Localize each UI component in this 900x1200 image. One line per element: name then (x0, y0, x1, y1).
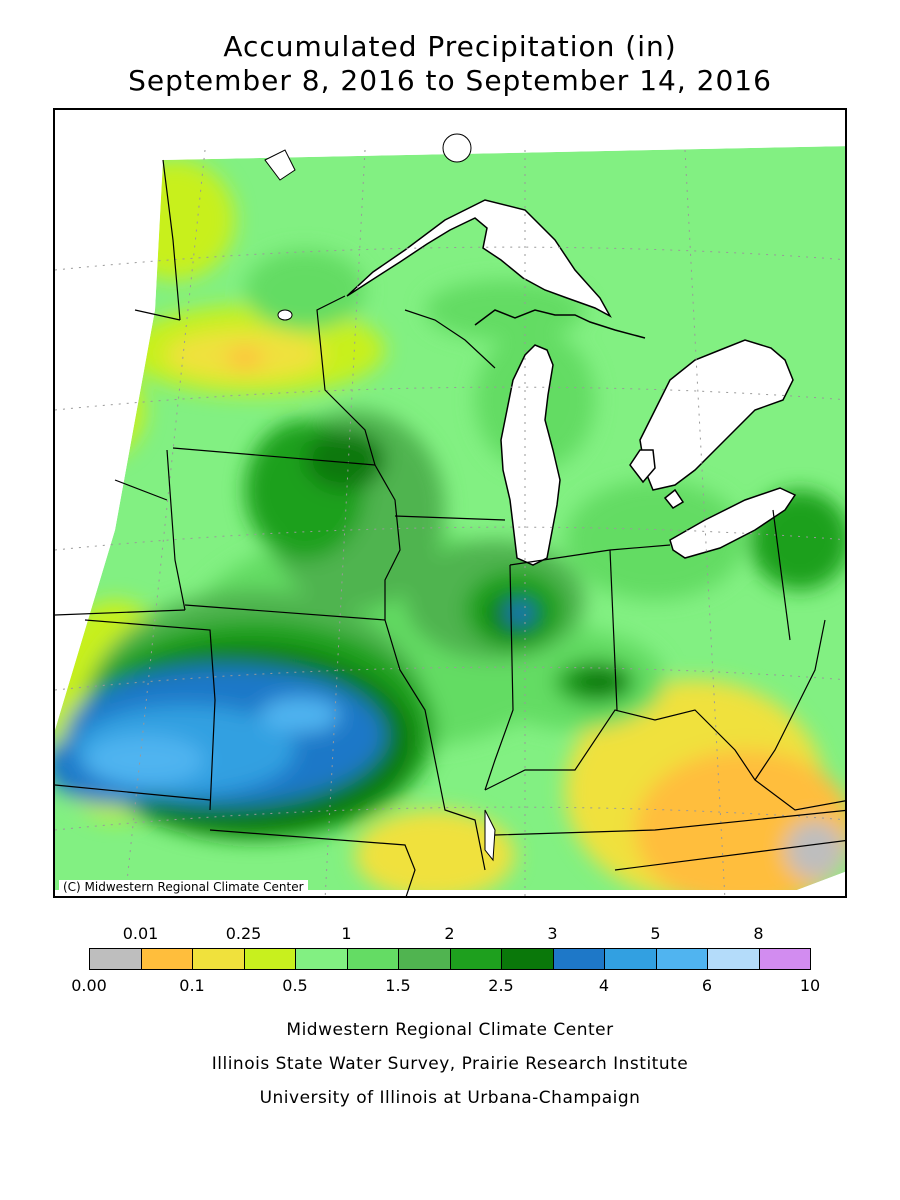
ky-tn-border (494, 809, 845, 836)
legend-swatch (449, 948, 502, 970)
lake-superior (346, 199, 612, 318)
legend-swatch (655, 948, 708, 970)
legend-lower-label: 2.5 (488, 976, 514, 995)
legend-upper-label: 0.01 (122, 924, 159, 943)
mi-oh-border (609, 544, 671, 551)
lake-michigan (500, 344, 561, 566)
legend-swatch (89, 948, 142, 970)
legend-lower-label: 4 (598, 976, 610, 995)
map-title: Accumulated Precipitation (in) (223, 30, 677, 63)
mn-western-border (162, 159, 181, 321)
michigan-upper-peninsula-shore (474, 309, 646, 339)
legend-swatch (140, 948, 193, 970)
legend-swatch (295, 948, 348, 970)
sd-ne-border (114, 479, 168, 501)
legend-swatch (346, 948, 399, 970)
lake-erie (669, 487, 797, 559)
legend-swatch (192, 948, 245, 970)
legend-swatch (758, 948, 811, 970)
footer-survey: Illinois State Water Survey, Prairie Res… (211, 1054, 689, 1074)
oh-pa-border (772, 509, 791, 641)
legend-lower-label: 0.00 (71, 976, 107, 995)
in-mi-border (509, 549, 611, 566)
legend-upper-label: 2 (444, 924, 455, 943)
wv-border (754, 619, 826, 781)
legend-swatch (604, 948, 657, 970)
legend-swatch (552, 948, 605, 970)
ne-ks-border (55, 609, 186, 616)
legend-lower-label: 6 (701, 976, 713, 995)
nd-sd-border (134, 309, 181, 321)
map-canvas (55, 110, 845, 896)
ia-mo-border (184, 604, 386, 621)
tn-border-east (614, 840, 845, 871)
legend-upper-label: 1 (341, 924, 352, 943)
graticule (55, 149, 845, 896)
precipitation-map: (C) Midwestern Regional Climate Center (53, 108, 847, 898)
legend-swatch (707, 948, 760, 970)
in-oh-border (609, 549, 618, 711)
copyright-label: (C) Midwestern Regional Climate Center (59, 880, 308, 894)
ks-mo-border (84, 619, 216, 811)
legend-swatch (501, 948, 554, 970)
legend-lower-label: 0.5 (282, 976, 308, 995)
mn-wi-border (316, 295, 376, 466)
legend-upper-label: 5 (650, 924, 661, 943)
legend-lower-label: 0.1 (179, 976, 205, 995)
great-lakes (346, 199, 797, 566)
legend-upper-label: 0.25 (225, 924, 262, 943)
ia-western-border (166, 449, 186, 611)
color-legend: 0.00 0.1 0.5 1.5 2.5 4 6 10 0.01 0.25 1 2 3 5 8 (0, 918, 900, 1008)
ohio-river (484, 709, 845, 811)
mi-wi-up-border (404, 309, 496, 369)
lake-st-clair (663, 488, 685, 509)
legend-swatch (243, 948, 296, 970)
il-in-border (484, 564, 514, 791)
legend-upper-label: 3 (547, 924, 558, 943)
legend-lower-label: 1.5 (385, 976, 411, 995)
saginaw-bay (629, 449, 656, 484)
outside-region-top (55, 110, 845, 730)
legend-swatch (398, 948, 451, 970)
lake-huron (639, 339, 794, 491)
mississippi-river (374, 464, 486, 871)
mo-ar-border (209, 829, 416, 896)
ok-border (55, 784, 211, 801)
footer-university: University of Illinois at Urbana-Champai… (259, 1088, 641, 1108)
wi-il-border (394, 515, 506, 521)
legend-upper-label: 8 (753, 924, 764, 943)
legend-lower-label: 10 (799, 976, 821, 995)
state-borders (55, 159, 845, 896)
map-date-range: September 8, 2016 to September 14, 2016 (128, 64, 772, 97)
mn-ia-border (172, 447, 376, 466)
footer-org: Midwestern Regional Climate Center (286, 1020, 614, 1040)
islands (264, 133, 496, 862)
